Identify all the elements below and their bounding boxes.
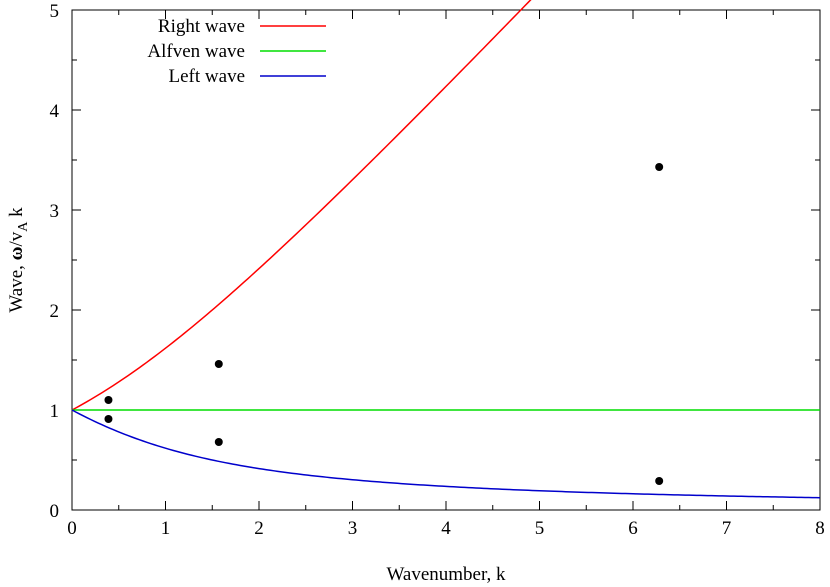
legend-label-left: Left wave [169, 66, 245, 87]
x-tick-label: 4 [441, 518, 451, 539]
data-point [655, 163, 664, 171]
x-tick-label: 1 [161, 518, 171, 539]
legend-entry-left: Left wave [169, 66, 326, 87]
data-point [214, 360, 223, 368]
x-tick-label: 5 [535, 518, 545, 539]
legend-label-alfven: Alfven wave [147, 41, 245, 62]
legend-label-right: Right wave [158, 16, 245, 37]
y-tick-label: 5 [50, 1, 60, 22]
x-tick-label: 2 [254, 518, 264, 539]
x-tick-label: 7 [722, 518, 732, 539]
y-axis-label: Wave, ω/vA k [6, 207, 31, 313]
data-point [214, 438, 223, 446]
data-point [655, 477, 664, 485]
y-label-prefix: Wave, [6, 260, 27, 312]
y-label-mid: /v [6, 231, 27, 246]
right-wave-line [71, 0, 532, 411]
x-tick-label: 8 [815, 518, 825, 539]
data-point [104, 396, 113, 404]
y-label-sub: A [16, 221, 31, 232]
y-tick-label: 2 [50, 301, 60, 322]
legend-entry-alfven: Alfven wave [147, 41, 326, 62]
y-tick-label: 4 [50, 101, 60, 122]
y-tick-label: 0 [50, 501, 60, 522]
data-markers [104, 163, 664, 485]
series-lines [71, 0, 821, 499]
y-tick-label: 1 [50, 401, 60, 422]
data-point [104, 415, 113, 423]
left-wave-line [71, 409, 821, 499]
y-label-suffix: k [6, 207, 27, 222]
x-tick-label: 3 [348, 518, 358, 539]
y-tick-label: 3 [50, 201, 60, 222]
x-tick-label: 6 [628, 518, 638, 539]
legend-entry-right: Right wave [158, 16, 326, 37]
x-tick-label: 0 [67, 518, 77, 539]
tick-labels: 0 1 2 3 4 5 6 7 8 0 1 2 3 4 5 [50, 1, 825, 539]
y-label-omega: ω [6, 246, 27, 260]
legend: Right wave Alfven wave Left wave [147, 16, 326, 87]
x-axis-label: Wavenumber, k [386, 564, 506, 585]
